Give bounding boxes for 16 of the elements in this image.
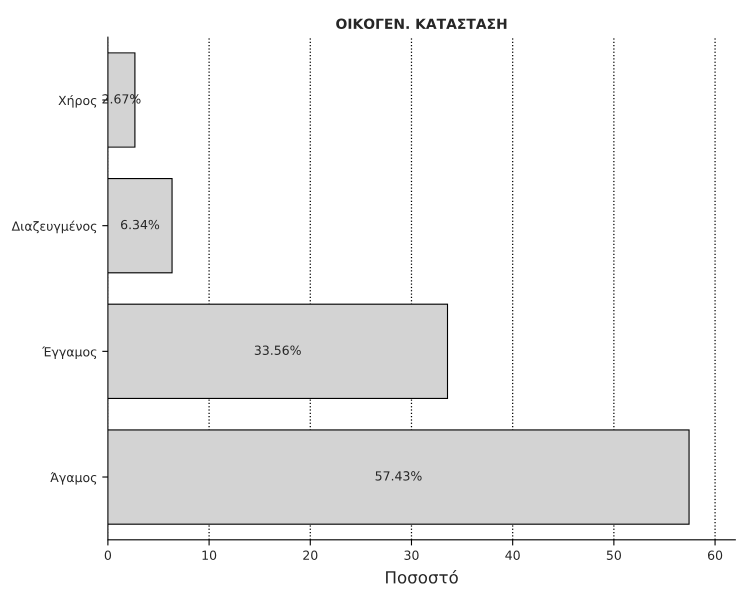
x-tick-label: 10 [202, 550, 216, 560]
data-label: 57.43% [376, 471, 422, 481]
x-tick-label: 40 [505, 550, 520, 560]
x-axis-title: Ποσοστό [386, 570, 458, 584]
x-tick-label: 20 [303, 550, 318, 560]
data-label: 33.56% [254, 346, 301, 355]
chart-title: ΟΙΚΟΓΕΝ. ΚΑΤΑΣΤΑΣΗ [336, 18, 506, 30]
x-tick-label: 30 [404, 550, 419, 560]
y-tick-label: Έγγαμος [42, 346, 96, 359]
data-label: 6.34% [120, 220, 160, 230]
x-tick-label: 60 [708, 550, 722, 560]
x-tick-label: 0 [104, 550, 112, 560]
y-tick-label: Διαζευγμένος [12, 220, 96, 234]
x-tick-label: 50 [606, 550, 621, 560]
y-tick-label: Άγαμος [50, 472, 96, 485]
y-tick-label: Χήρος [58, 95, 96, 108]
